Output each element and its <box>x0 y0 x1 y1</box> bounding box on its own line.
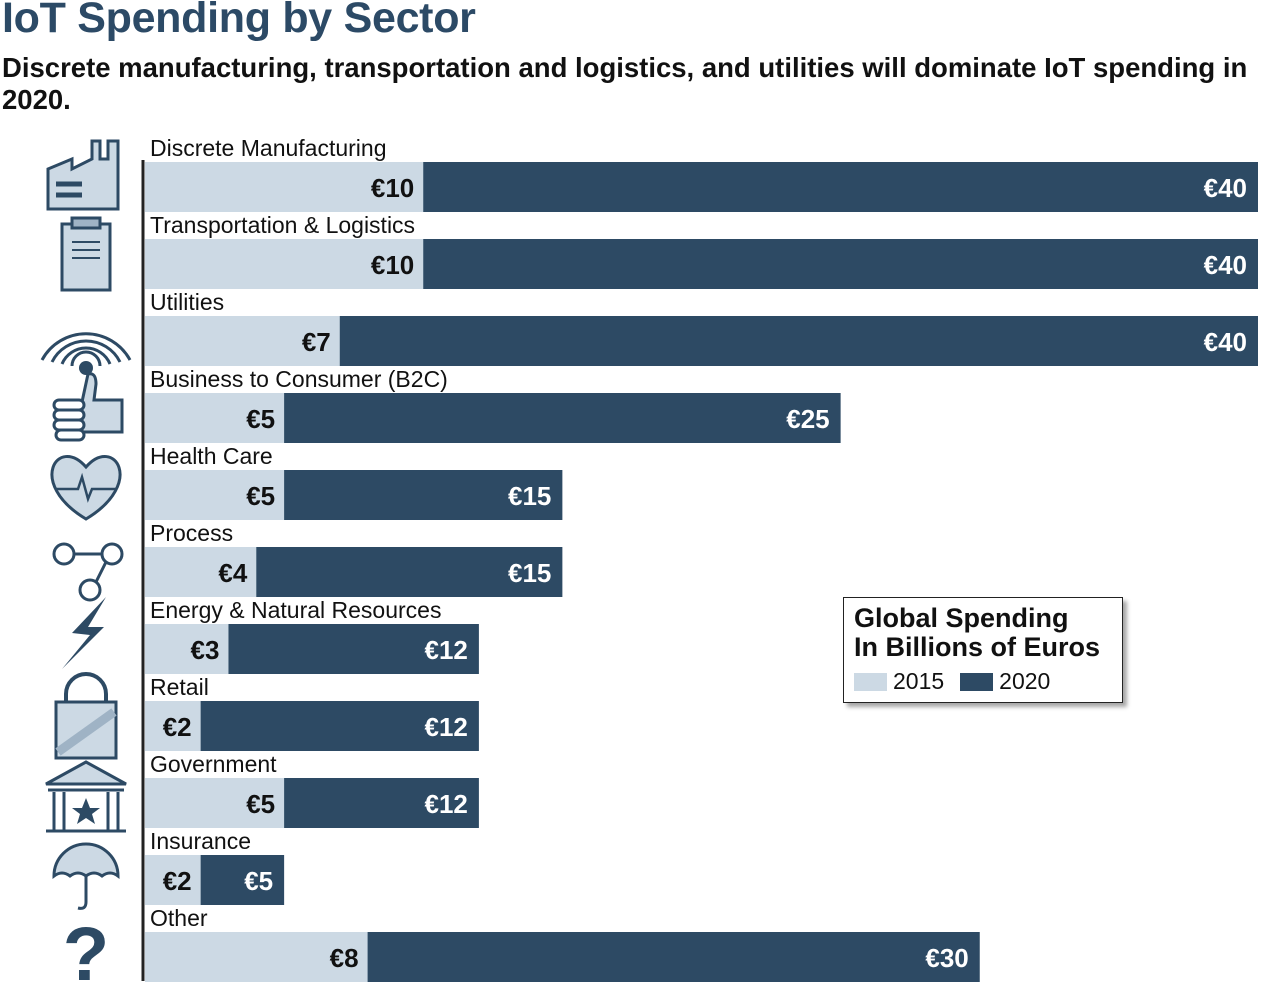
factory-icon <box>46 139 120 211</box>
category-label: Government <box>150 751 277 777</box>
data-label-2020: €15 <box>508 481 551 511</box>
data-label-2020: €30 <box>925 943 968 973</box>
data-label-2020: €12 <box>425 635 468 665</box>
category-label: Health Care <box>150 443 273 469</box>
data-label-2015: €2 <box>163 866 192 896</box>
data-label-2020: €12 <box>425 789 468 819</box>
category-label: Business to Consumer (B2C) <box>150 366 448 392</box>
data-label-2020: €5 <box>244 866 273 896</box>
umbrella-icon <box>52 842 120 910</box>
data-label-2015: €8 <box>330 943 359 973</box>
heart-pulse-icon <box>50 455 122 521</box>
category-label: Transportation & Logistics <box>150 212 415 238</box>
legend: Global Spending In Billions of Euros 201… <box>843 597 1123 703</box>
chart-subtitle: Discrete manufacturing, transportation a… <box>2 52 1248 115</box>
data-label-2015: €10 <box>371 173 414 203</box>
bar-2015 <box>145 778 285 828</box>
category-label: Discrete Manufacturing <box>150 135 387 161</box>
svg-text:?: ? <box>63 912 109 982</box>
data-label-2015: €3 <box>191 635 220 665</box>
bar-2015 <box>145 547 257 597</box>
bar-2015 <box>145 701 201 751</box>
category-label: Energy & Natural Resources <box>150 597 441 623</box>
legend-title-line2: In Billions of Euros <box>854 632 1101 662</box>
government-building-icon <box>45 760 127 833</box>
legend-title-line1: Global Spending <box>854 603 1069 633</box>
category-label: Process <box>150 520 233 546</box>
wifi-signal-icon <box>40 332 132 375</box>
data-label-2015: €4 <box>218 558 247 588</box>
bar-2015 <box>145 316 340 366</box>
data-label-2015: €10 <box>371 250 414 280</box>
bar-2015 <box>145 624 229 674</box>
data-label-2020: €25 <box>786 404 829 434</box>
data-label-2020: €12 <box>425 712 468 742</box>
category-label: Retail <box>150 674 209 700</box>
thumbs-up-icon <box>52 372 124 442</box>
legend-label-2015: 2015 <box>893 668 945 694</box>
data-label-2015: €7 <box>302 327 331 357</box>
lightning-icon <box>62 597 106 669</box>
category-label: Utilities <box>150 289 224 315</box>
bar-2015 <box>145 932 368 982</box>
shopping-bag-icon <box>54 672 118 760</box>
clipboard-icon <box>60 216 112 292</box>
bar-2015 <box>145 470 285 520</box>
bar-2015 <box>145 393 285 443</box>
bar-2015 <box>145 855 201 905</box>
legend-swatch-2015 <box>854 672 887 691</box>
legend-swatch-2020 <box>960 672 994 691</box>
data-label-2015: €2 <box>163 712 192 742</box>
chart-title: IoT Spending by Sector <box>2 0 476 42</box>
process-nodes-icon <box>52 542 124 602</box>
bar-2015 <box>145 162 424 212</box>
data-label-2020: €40 <box>1204 250 1247 280</box>
legend-entries: 2015 2020 <box>854 668 1112 695</box>
data-label-2020: €40 <box>1204 173 1247 203</box>
data-label-2015: €5 <box>246 481 275 511</box>
data-label-2020: €15 <box>508 558 551 588</box>
data-label-2020: €40 <box>1204 327 1247 357</box>
data-label-2015: €5 <box>246 404 275 434</box>
question-mark-icon: ? <box>63 912 109 982</box>
data-label-2015: €5 <box>246 789 275 819</box>
category-label: Other <box>150 905 208 931</box>
legend-label-2020: 2020 <box>999 668 1051 694</box>
category-label: Insurance <box>150 828 251 854</box>
bar-2015 <box>145 239 424 289</box>
